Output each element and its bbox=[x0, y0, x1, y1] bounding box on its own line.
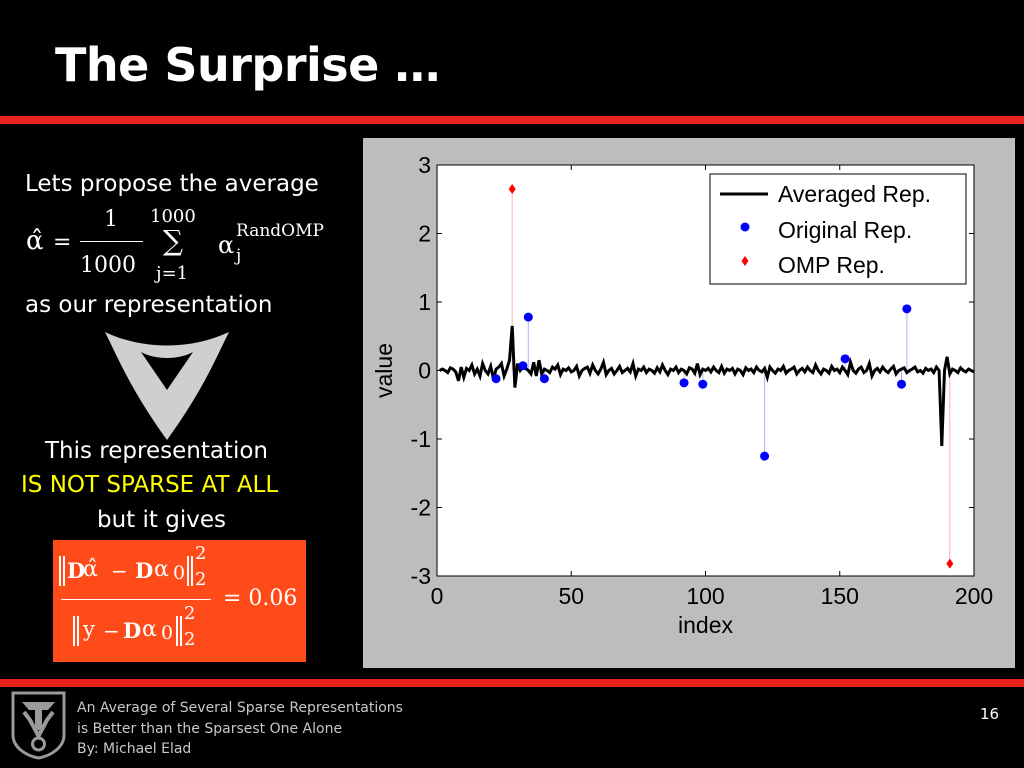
fraction-numerator: 1 bbox=[104, 207, 118, 232]
technion-logo-icon bbox=[11, 691, 66, 760]
legend-entry: Original Rep. bbox=[778, 217, 912, 243]
this-representation-text: This representation bbox=[45, 438, 268, 464]
subscript-zero: 0 bbox=[161, 622, 174, 644]
x-axis-label: index bbox=[678, 612, 733, 638]
top-accent-bar bbox=[0, 116, 1024, 124]
y-tick-label: 0 bbox=[418, 358, 431, 384]
ratio-result: = 0.06 bbox=[223, 586, 298, 611]
original-rep-point bbox=[840, 354, 850, 364]
legend-diamond-swatch bbox=[741, 256, 749, 266]
fraction-line bbox=[61, 599, 211, 600]
original-rep-point bbox=[897, 379, 907, 389]
subscript-zero: 0 bbox=[173, 562, 186, 584]
but-it-gives-text: but it gives bbox=[97, 507, 226, 533]
norm-bar bbox=[176, 616, 178, 646]
original-rep-point bbox=[539, 374, 549, 384]
footer-caption: An Average of Several Sparse Representat… bbox=[77, 698, 403, 760]
sum-upper-limit: 1000 bbox=[150, 206, 196, 227]
omp-rep-point bbox=[946, 558, 954, 569]
minus-sign: − bbox=[111, 559, 128, 583]
original-rep-point bbox=[523, 312, 533, 322]
footer-line: is Better than the Sparsest One Alone bbox=[77, 720, 343, 737]
legend-dot-swatch bbox=[740, 222, 750, 232]
x-tick-label: 50 bbox=[558, 583, 584, 609]
original-rep-point bbox=[760, 451, 770, 461]
fraction-line bbox=[80, 241, 143, 242]
footer-line: An Average of Several Sparse Representat… bbox=[77, 700, 403, 716]
original-rep-point bbox=[902, 304, 912, 314]
norm-bar bbox=[180, 616, 182, 646]
norm-bar bbox=[187, 556, 189, 586]
y-axis-label: value bbox=[371, 343, 397, 398]
alpha-symbol: α bbox=[154, 557, 169, 582]
alpha-symbol: α bbox=[142, 617, 157, 642]
y-tick-label: 1 bbox=[418, 289, 431, 315]
original-rep-point bbox=[698, 379, 708, 389]
norm-order: 2 bbox=[195, 569, 207, 590]
propose-text: Lets propose the average bbox=[25, 171, 319, 197]
averaged-rep-line bbox=[439, 325, 975, 446]
minus-sign: − bbox=[103, 619, 120, 643]
x-tick-label: 100 bbox=[686, 583, 724, 609]
y-tick-label: -2 bbox=[411, 495, 431, 521]
original-rep-point bbox=[679, 378, 689, 388]
y-tick-label: 3 bbox=[418, 152, 431, 178]
slide-title: The Surprise … bbox=[55, 38, 440, 92]
omp-rep-point bbox=[508, 183, 516, 194]
y-tick-label: -3 bbox=[411, 563, 431, 589]
norm-bar bbox=[63, 556, 65, 586]
sum-symbol: ∑ bbox=[163, 224, 183, 257]
x-tick-label: 0 bbox=[431, 583, 444, 609]
norm-bar bbox=[77, 616, 79, 646]
original-rep-point bbox=[491, 374, 501, 384]
alpha-hat-symbol: α̂ bbox=[26, 226, 44, 256]
norm-order: 2 bbox=[184, 629, 196, 650]
vector-y: y bbox=[83, 617, 95, 641]
alpha-subscript: j bbox=[236, 246, 242, 266]
norm-bar bbox=[73, 616, 75, 646]
x-tick-label: 200 bbox=[955, 583, 993, 609]
legend-box bbox=[709, 173, 967, 285]
original-rep-point bbox=[518, 361, 528, 371]
equals-sign: = bbox=[53, 230, 72, 255]
alpha-symbol: α bbox=[218, 231, 235, 259]
matrix-D: D bbox=[123, 618, 142, 643]
matrix-D: D bbox=[135, 558, 154, 583]
norm-exponent: 2 bbox=[195, 543, 207, 564]
representation-text: as our representation bbox=[25, 292, 273, 318]
footer-line: By: Michael Elad bbox=[77, 741, 192, 757]
y-tick-label: -1 bbox=[411, 426, 431, 452]
sum-lower-limit: j=1 bbox=[156, 263, 189, 284]
page-number: 16 bbox=[980, 705, 1000, 723]
norm-bar bbox=[59, 556, 61, 586]
fraction-denominator: 1000 bbox=[80, 253, 136, 278]
legend-entry: OMP Rep. bbox=[778, 252, 885, 278]
legend-entry: Averaged Rep. bbox=[778, 181, 931, 207]
error-ratio-formula: D α̂ − D α 0 2 2 y − D α 0 2 2 = 0.06 bbox=[53, 540, 306, 662]
alpha-hat-symbol: α̂ bbox=[83, 557, 98, 582]
x-tick-label: 150 bbox=[821, 583, 859, 609]
norm-bar bbox=[191, 556, 193, 586]
not-sparse-text: IS NOT SPARSE AT ALL bbox=[21, 472, 279, 498]
norm-exponent: 2 bbox=[184, 603, 196, 624]
bottom-accent-bar bbox=[0, 679, 1024, 687]
matrix-D: D bbox=[67, 558, 86, 583]
y-tick-label: 2 bbox=[418, 221, 431, 247]
sparse-representation-chart: 0 50 100 150 200 3 2 1 0 -1 -2 -3 index value Averaged… bbox=[371, 152, 993, 638]
down-arrow-icon bbox=[105, 332, 229, 440]
alpha-superscript: RandOMP bbox=[236, 221, 324, 241]
